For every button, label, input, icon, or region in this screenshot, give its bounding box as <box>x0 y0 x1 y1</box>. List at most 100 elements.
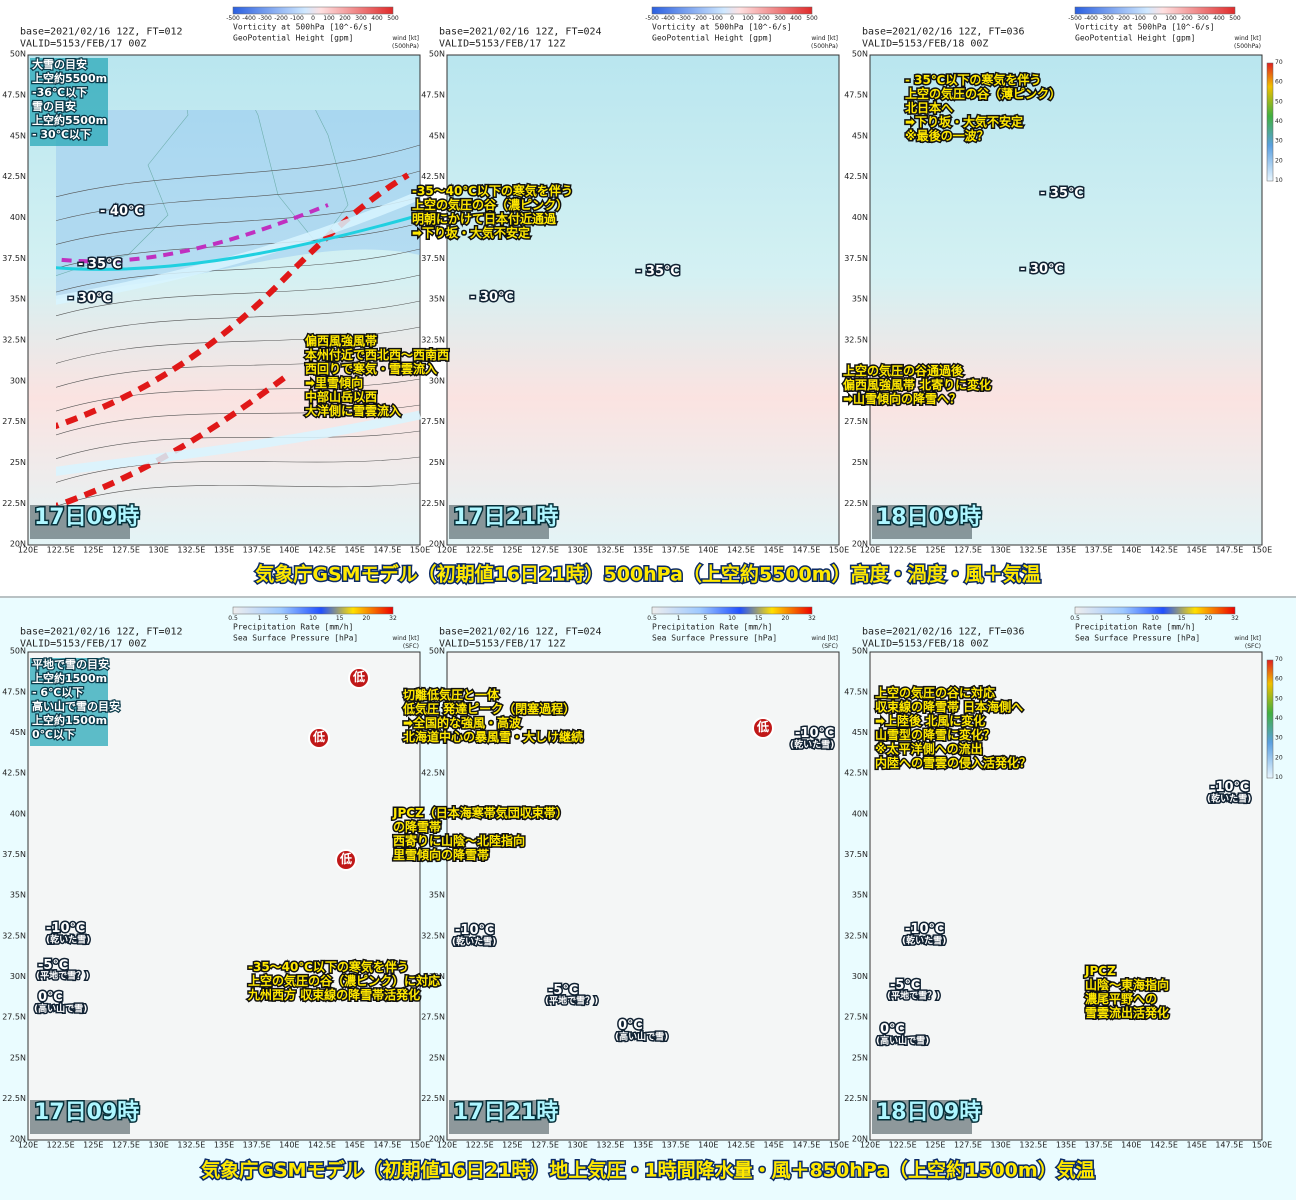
colorbar-tick: 400 <box>1213 15 1225 22</box>
wind-level: (500hPa) <box>1234 43 1261 50</box>
low-marker <box>335 849 357 871</box>
latitude-label: 25N <box>10 1053 26 1062</box>
legend-text: 大雪の目安 <box>32 57 87 71</box>
latitude-label: 30N <box>10 972 26 981</box>
temperature-label: - 35℃ <box>1040 186 1084 201</box>
wind-title: wind [kt] <box>392 635 419 642</box>
longitude-label: 145E <box>1187 1141 1207 1150</box>
longitude-label: 145E <box>345 1141 365 1150</box>
annotation: 偏西風強風帯 <box>305 333 377 348</box>
annotation: ➡全国的な強風・高波 <box>403 715 522 730</box>
map-panel: base=2021/02/16 12Z, FT=036VALID=5153/FE… <box>844 6 1283 555</box>
time-label: 18日09時 <box>876 505 981 530</box>
colorbar-tick: 200 <box>758 15 770 22</box>
annotation: 上空の気圧の谷（濃ピンク） <box>412 197 568 212</box>
longitude-label: 135E <box>633 1141 653 1150</box>
temperature-label: - 30℃ <box>68 291 112 306</box>
colorbar-tick: -500 <box>645 15 659 22</box>
longitude-label: 135E <box>214 1141 234 1150</box>
low-label: 低 <box>756 719 769 734</box>
contour-title: GeoPotential Height [gpm] <box>233 34 353 43</box>
colorbar-tick: 10 <box>1151 615 1159 622</box>
colorbar-tick: 300 <box>774 15 786 22</box>
time-badge <box>872 505 972 539</box>
latitude-label: 22.5N <box>2 499 26 508</box>
annotation: 北海道中心の暴風雪・大しけ継続 <box>403 729 583 744</box>
colorbar-tick: -500 <box>226 15 240 22</box>
longitude-label: 132.5E <box>177 546 205 555</box>
colorbar-tick: -100 <box>290 15 304 22</box>
run-base: base=2021/02/16 12Z, FT=012 <box>20 626 183 637</box>
temperature-label: (乾いた雪) <box>46 934 90 946</box>
annotation: ➡里雪傾向 <box>305 375 363 390</box>
annotation: 収束線の降雪帯 日本海側へ <box>875 699 1023 714</box>
height-contour <box>56 144 421 198</box>
longitude-label: 145E <box>764 1141 784 1150</box>
colorbar <box>232 606 394 615</box>
colorbar-tick: -400 <box>661 15 675 22</box>
latitude-label: 20N <box>852 540 868 549</box>
latitude-label: 50N <box>429 50 445 59</box>
temperature-label: (乾いた雪) <box>452 936 496 948</box>
latitude-label: 50N <box>10 647 26 656</box>
latitude-label: 27.5N <box>844 1013 868 1022</box>
colorbar-tick: 500 <box>1229 15 1241 22</box>
latitude-label: 32.5N <box>421 931 445 940</box>
legend-text: - 6℃以下 <box>32 686 83 699</box>
longitude-label: 130E <box>991 546 1011 555</box>
wind-tick: 50 <box>1275 98 1283 105</box>
longitude-label: 132.5E <box>596 1141 624 1150</box>
annotation: 中部山岳以西 <box>305 389 377 404</box>
wind-title: wind [kt] <box>811 35 838 42</box>
latitude-label: 32.5N <box>844 335 868 344</box>
map-panel: base=2021/02/16 12Z, FT=012VALID=5153/FE… <box>2 6 430 555</box>
latitude-label: 40N <box>852 809 868 818</box>
latitude-label: 35N <box>429 891 445 900</box>
time-label: 18日09時 <box>876 1100 981 1125</box>
height-contour <box>56 222 421 269</box>
colorbar-tick: 20 <box>363 615 371 622</box>
latitude-label: 42.5N <box>421 172 445 181</box>
time-badge <box>449 505 549 539</box>
latitude-label: 37.5N <box>844 850 868 859</box>
latitude-label: 27.5N <box>2 417 26 426</box>
annotation: ※最後の一波？ <box>905 128 989 143</box>
annotation: 切離低気圧と一体 <box>403 687 500 702</box>
annotation: 上空の気圧の谷（薄ピンク） <box>905 86 1061 101</box>
time-badge <box>30 1100 130 1134</box>
latitude-label: 40N <box>10 213 26 222</box>
latitude-label: 20N <box>10 540 26 549</box>
low-label: 低 <box>352 669 365 684</box>
colorbar-tick: 5 <box>703 615 707 622</box>
annotation: 西寄りに山陰～北陸指向 <box>393 833 525 848</box>
annotation: 九州西方 収束線の降雪帯活発化 <box>247 987 420 1002</box>
latitude-label: 50N <box>852 50 868 59</box>
colorbar-title: Precipitation Rate [mm/h] <box>1075 623 1195 632</box>
height-contour <box>56 352 421 388</box>
latitude-label: 47.5N <box>844 687 868 696</box>
longitude-label: 150E <box>829 546 849 555</box>
wind-tick: 30 <box>1275 138 1283 145</box>
longitude-label: 132.5E <box>1019 1141 1047 1150</box>
latitude-label: 45N <box>10 728 26 737</box>
map-background <box>446 651 840 1141</box>
run-base: base=2021/02/16 12Z, FT=036 <box>862 626 1025 637</box>
temperature-label: -5℃ <box>548 983 578 998</box>
longitude-label: 137.5E <box>1085 546 1113 555</box>
legend-box <box>30 658 108 746</box>
colorbar-tick: 20 <box>1205 615 1213 622</box>
wind-level: (SFC) <box>1245 643 1261 650</box>
colorbar-tick: 32 <box>389 615 397 622</box>
longitude-label: 125E <box>83 1141 103 1150</box>
latitude-label: 40N <box>429 213 445 222</box>
annotation: の降雪帯 <box>393 819 441 834</box>
latitude-label: 45N <box>429 728 445 737</box>
height-contour <box>56 378 421 412</box>
latitude-label: 25N <box>852 1053 868 1062</box>
longitude-label: 130E <box>991 1141 1011 1150</box>
wind-tick: 30 <box>1275 735 1283 742</box>
legend-text: 雪の目安 <box>32 99 76 113</box>
time-label: 17日21時 <box>453 505 558 530</box>
colorbar-tick: 10 <box>309 615 317 622</box>
